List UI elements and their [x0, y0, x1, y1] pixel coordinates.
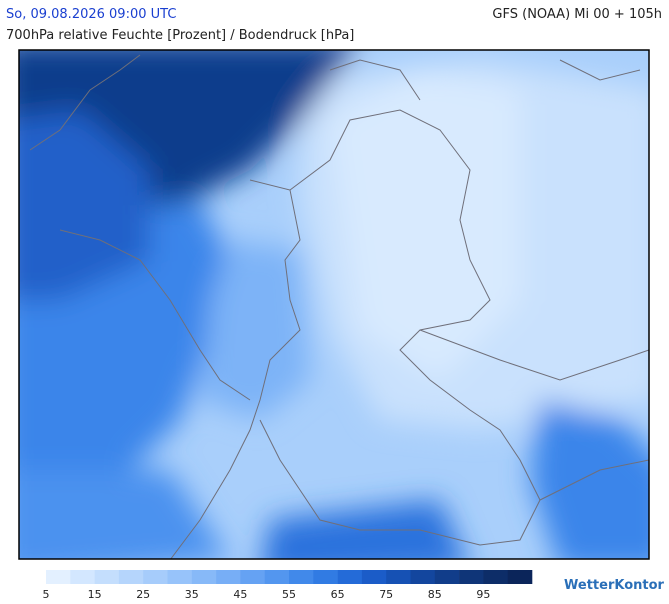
legend-swatch — [289, 570, 314, 584]
legend-swatch — [337, 570, 363, 584]
legend-swatch — [507, 570, 533, 584]
legend-label: 75 — [379, 588, 393, 600]
legend-label: 55 — [282, 588, 296, 600]
legend-swatch — [434, 570, 460, 584]
legend-swatch — [264, 570, 290, 584]
legend-label: 5 — [43, 588, 50, 600]
legend-swatch — [313, 570, 338, 584]
subtitle: 700hPa relative Feuchte [Prozent] / Bode… — [6, 28, 354, 43]
legend-label: 85 — [428, 588, 442, 600]
legend-swatch — [46, 570, 71, 584]
color-legend: 5 15 25 35 45 55 65 75 85 95 — [43, 570, 533, 601]
legend-swatch — [167, 570, 193, 584]
legend-label: 35 — [185, 588, 199, 600]
legend-label: 25 — [136, 588, 150, 600]
valid-time: So, 09.08.2026 09:00 UTC — [6, 7, 176, 22]
legend-swatch — [94, 570, 120, 584]
legend-swatch — [118, 570, 144, 584]
legend-label: 95 — [476, 588, 490, 600]
legend-swatch — [386, 570, 411, 584]
legend-swatch — [483, 570, 508, 584]
legend-swatch — [361, 570, 387, 584]
brand: WetterKontor — [564, 578, 665, 593]
legend-swatch — [459, 570, 484, 584]
legend-swatch — [240, 570, 265, 584]
legend-label: 65 — [331, 588, 345, 600]
map-frame — [18, 49, 650, 560]
legend-label: 45 — [233, 588, 247, 600]
legend-swatch — [216, 570, 241, 584]
legend-swatch — [410, 570, 436, 584]
legend-swatch — [191, 570, 217, 584]
borders — [29, 54, 649, 559]
legend-label: 15 — [88, 588, 102, 600]
model-run: GFS (NOAA) Mi 00 + 105h — [492, 7, 662, 22]
map — [19, 50, 649, 559]
legend-swatch — [70, 570, 95, 584]
legend-swatch — [143, 570, 168, 584]
